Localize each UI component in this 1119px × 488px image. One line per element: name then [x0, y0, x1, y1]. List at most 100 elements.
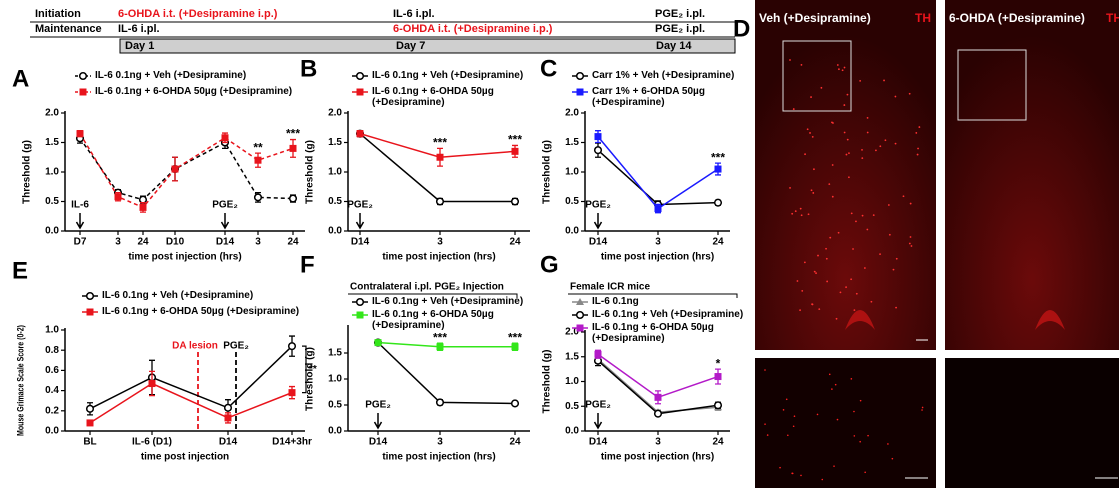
cell-signal [921, 409, 923, 411]
cell-signal [864, 267, 866, 269]
cell-signal [842, 69, 844, 71]
y-axis-label: Threshold (g) [22, 140, 33, 204]
image-title: Veh (+Desipramine) [759, 11, 871, 25]
significance: *** [711, 150, 725, 164]
y-tick-label: 0.5 [328, 400, 342, 411]
cell-signal [918, 126, 920, 128]
legend-marker [357, 73, 364, 80]
x-tick-label: 24 [712, 237, 724, 248]
micrograph [755, 0, 936, 350]
cell-signal [789, 187, 791, 189]
legend-label: IL-6 0.1ng [592, 296, 757, 307]
legend-label: IL-6 0.1ng + 6-OHDA 50µg (+Desipramine) [372, 309, 537, 331]
cell-signal [838, 232, 840, 234]
cell-signal [893, 269, 895, 271]
y-tick-label: 1.0 [45, 325, 59, 336]
x-tick-label: 3 [437, 437, 443, 448]
point [375, 339, 382, 346]
cell-signal [903, 195, 905, 197]
legend-label-box: IL-6 0.1ng + Veh (+Desipramine) [372, 70, 537, 83]
micrograph [945, 358, 1119, 488]
cell-signal [883, 80, 885, 82]
x-axis-label: time post injection [141, 452, 229, 463]
legend-marker [87, 309, 94, 316]
stain-label: TH [1106, 11, 1119, 25]
y-tick-label: 2.0 [328, 108, 342, 119]
cell-signal [853, 309, 855, 311]
point [87, 405, 94, 412]
cell-signal [910, 203, 912, 205]
point [437, 343, 444, 350]
legend-marker [357, 299, 364, 306]
cell-signal [910, 236, 912, 238]
cell-signal [885, 139, 887, 141]
cell-signal [892, 458, 894, 460]
cell-signal [847, 139, 849, 141]
y-tick-label: 0.2 [45, 405, 59, 416]
y-tick-label: 0.0 [45, 426, 59, 437]
cell-signal [859, 80, 861, 82]
x-tick-label: 24 [509, 237, 521, 248]
day-label: Day 7 [396, 40, 425, 52]
cell-signal [814, 271, 816, 273]
cell-signal [804, 153, 806, 155]
cell-signal [829, 237, 831, 239]
cell-signal [861, 149, 863, 151]
y-tick-label: 0.5 [45, 196, 59, 207]
y-tick-label: 1.5 [565, 137, 579, 148]
timeline-entry: 6-OHDA i.t. (+Desipramine i.p.) [118, 8, 278, 20]
figure: Initiation Maintenance Day 1 Day 7 Day 1… [0, 0, 1119, 488]
point [115, 193, 122, 200]
event-label: PGE₂ [223, 341, 249, 352]
x-tick-label: 3 [655, 437, 661, 448]
y-tick-label: 0.5 [565, 196, 579, 207]
x-tick-label: 3 [655, 237, 661, 248]
x-axis-label: time post injection (hrs) [601, 452, 714, 463]
cell-signal [829, 374, 831, 376]
cell-signal [862, 215, 864, 217]
point [172, 166, 179, 173]
cell-signal [837, 64, 839, 66]
arrow-label: PGE₂ [365, 400, 391, 411]
cell-signal [835, 384, 837, 386]
panel-label: F [300, 251, 315, 278]
legend-label: IL-6 0.1ng + 6-OHDA 50µg (+Desipramine) [95, 86, 345, 97]
y-tick-label: 0.0 [565, 226, 579, 237]
legend-label-box: IL-6 0.1ng + 6-OHDA 50µg (+Desipramine) [372, 86, 537, 110]
row-label: Initiation [35, 8, 81, 20]
micrograph [755, 358, 936, 488]
cell-signal [800, 208, 802, 210]
x-tick-label: 24 [137, 237, 149, 248]
x-tick-label: 24 [287, 237, 299, 248]
legend-label-box: IL-6 0.1ng + Veh (+Desipramine) [372, 296, 537, 309]
arrow [595, 413, 602, 428]
micrograph [945, 0, 1119, 350]
y-axis-label: Threshold (g) [542, 350, 553, 414]
y-tick-label: 0.6 [45, 365, 59, 376]
point [290, 195, 297, 202]
arrow [595, 213, 602, 228]
legend-label-box: IL-6 0.1ng + 6-OHDA 50µg (+Desipramine) [95, 86, 345, 99]
series-line [90, 384, 292, 423]
y-tick-label: 0.8 [45, 345, 59, 356]
cell-signal [850, 278, 852, 280]
panel-label: C [540, 55, 557, 82]
y-tick-label: 1.5 [328, 348, 342, 359]
significance: * [716, 356, 721, 370]
legend-marker [577, 89, 584, 96]
cell-signal [795, 210, 797, 212]
point [655, 394, 662, 401]
x-axis-label: time post injection (hrs) [382, 452, 495, 463]
y-tick-label: 1.0 [565, 167, 579, 178]
cell-signal [813, 168, 815, 170]
point [437, 399, 444, 406]
point [512, 148, 519, 155]
point [357, 130, 364, 137]
cell-signal [887, 443, 889, 445]
cell-signal [812, 192, 814, 194]
significance: *** [433, 136, 447, 150]
cell-signal [801, 214, 803, 216]
x-tick-label: IL-6 (D1) [132, 437, 172, 448]
cell-signal [811, 189, 813, 191]
cell-signal [852, 248, 854, 250]
